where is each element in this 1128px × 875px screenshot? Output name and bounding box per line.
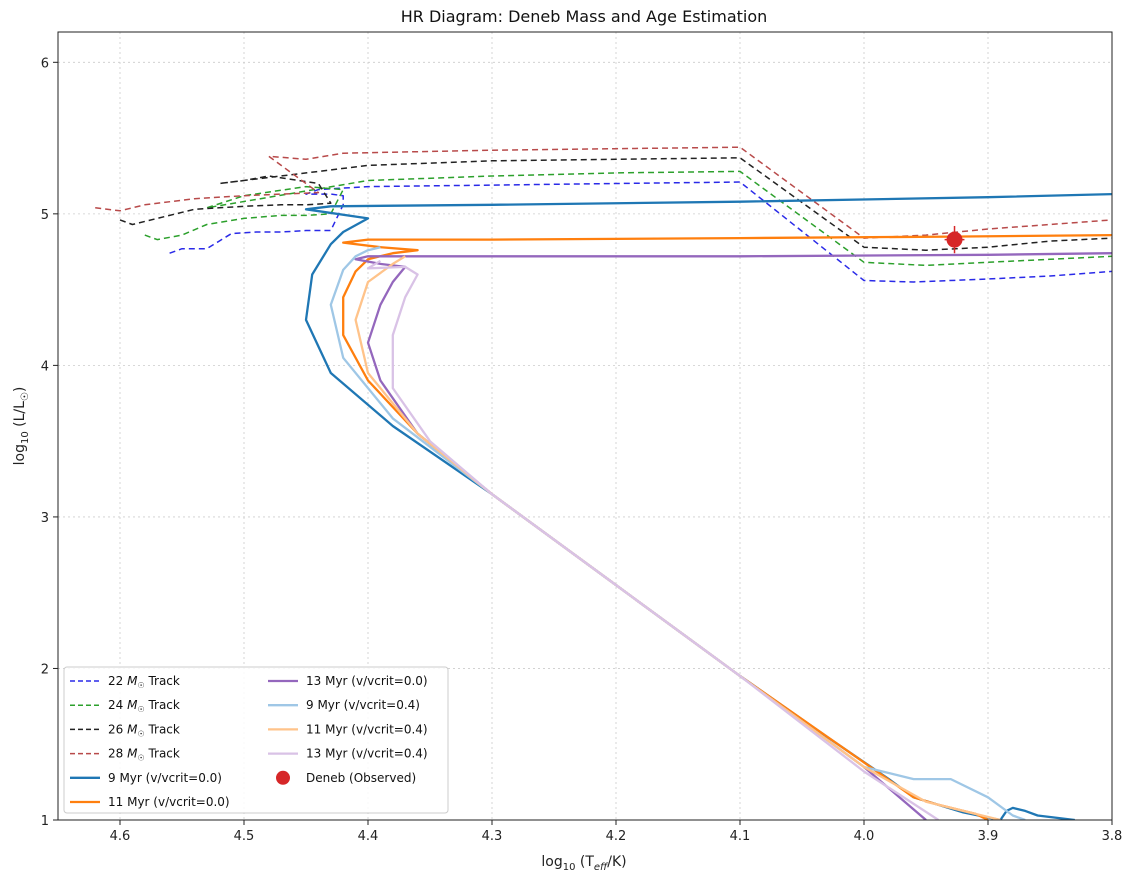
y-tick-label: 4	[41, 359, 49, 374]
x-tick-label: 3.9	[978, 829, 999, 844]
legend-label: 13 Myr (v/vcrit=0.0)	[306, 674, 428, 688]
legend-label: 22 M☉ Track	[108, 674, 180, 690]
y-tick-label: 5	[41, 208, 49, 223]
x-tick-label: 4.1	[730, 829, 751, 844]
deneb-observed-point	[946, 231, 963, 248]
x-tick-label: 4.6	[110, 829, 131, 844]
x-tick-label: 3.8	[1102, 829, 1123, 844]
x-tick-label: 4.3	[482, 829, 503, 844]
y-tick-label: 1	[41, 814, 49, 829]
y-tick-label: 6	[41, 56, 49, 71]
legend-label: 11 Myr (v/vcrit=0.4)	[306, 722, 428, 736]
legend-label: 26 M☉ Track	[108, 722, 180, 738]
legend-label: 13 Myr (v/vcrit=0.4)	[306, 747, 428, 761]
series-line-10	[366, 259, 940, 820]
legend-box	[63, 666, 449, 814]
axis-ticks: 4.6 4.5 4.4 4.3 4.2 4.1 4.0 3.9 3.8 1 2 3 4 5 6	[41, 56, 1123, 844]
observed-point-group	[944, 225, 965, 254]
chart-title: HR Diagram: Deneb Mass and Age Estimatio…	[401, 7, 768, 26]
legend-label: 9 Myr (v/vcrit=0.0)	[108, 771, 222, 785]
x-tick-label: 4.5	[234, 829, 255, 844]
legend-marker	[276, 770, 290, 785]
series-line-9	[354, 255, 1001, 820]
y-axis-title: log10 (L/L☉)	[12, 387, 31, 466]
series-line-3	[119, 157, 1112, 251]
series-line-4	[95, 146, 1112, 239]
x-axis-title: log10 (Teff/K)	[541, 854, 626, 873]
x-tick-label: 4.2	[606, 829, 627, 844]
plot-frame	[57, 31, 1113, 821]
legend-label: 9 Myr (v/vcrit=0.4)	[306, 698, 420, 712]
y-tick-label: 2	[41, 662, 49, 677]
series-line-6	[342, 233, 1112, 820]
series-line-5	[304, 192, 1112, 820]
y-tick-label: 3	[41, 511, 49, 526]
series-line-7	[354, 252, 1112, 820]
legend: 22 M☉ Track 24 M☉ Track 26 M☉ Track 28 M☉ T…	[63, 666, 449, 814]
legend-label: 24 M☉ Track	[108, 698, 180, 714]
x-tick-label: 4.0	[854, 829, 875, 844]
series-line-2	[144, 170, 1112, 267]
legend-label: 11 Myr (v/vcrit=0.0)	[108, 795, 230, 809]
legend-label: 28 M☉ Track	[108, 747, 180, 763]
x-tick-label: 4.4	[358, 829, 379, 844]
series-line-1	[169, 181, 1112, 283]
legend-label: Deneb (Observed)	[306, 771, 416, 785]
series-lines	[95, 146, 1112, 820]
